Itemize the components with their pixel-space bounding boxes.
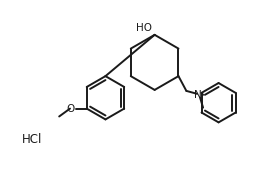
- Text: O: O: [67, 104, 75, 114]
- Text: N: N: [194, 90, 202, 100]
- Text: HCl: HCl: [22, 133, 42, 146]
- Text: HO: HO: [136, 23, 152, 33]
